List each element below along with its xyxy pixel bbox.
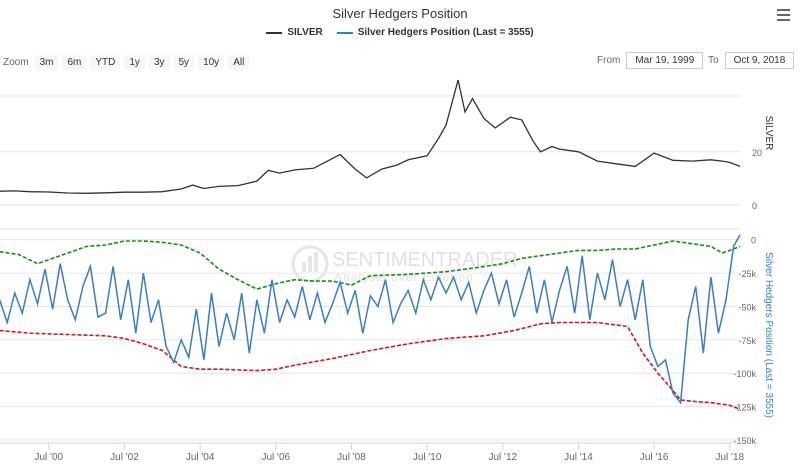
x-tick-label: Jul '02 — [110, 452, 139, 463]
x-tick-label: Jul '10 — [413, 452, 442, 463]
legend-label-hedgers: Silver Hedgers Position (Last = 3555) — [357, 27, 534, 38]
top-y-tick-label: 0 — [752, 201, 757, 211]
date-range-to: To Oct 9, 2018 — [708, 52, 795, 69]
series-line-lower-band[interactable] — [0, 321, 741, 411]
from-label: From — [597, 55, 621, 66]
x-tick-label: Jul '12 — [488, 452, 517, 463]
bottom-y-tick-label: 0 — [751, 236, 756, 246]
legend-item-silver[interactable]: SILVER — [266, 27, 323, 38]
x-tick-label: Jul '14 — [564, 452, 593, 463]
chart-title: Silver Hedgers Position — [332, 6, 468, 21]
bottom-y-tick-label: -125k — [733, 403, 756, 413]
zoom-button-3y[interactable]: 3y — [148, 54, 170, 70]
x-tick-label: Jul '08 — [337, 452, 366, 463]
to-date-input[interactable]: Oct 9, 2018 — [724, 52, 795, 69]
menu-hamburger-icon[interactable] — [777, 9, 790, 24]
zoom-button-5y[interactable]: 5y — [173, 54, 195, 70]
x-tick-label: Jul '00 — [35, 452, 64, 463]
series-line-hedgers[interactable] — [0, 234, 741, 405]
zoom-label: Zoom — [3, 56, 29, 68]
zoom-button-ytd[interactable]: YTD — [90, 54, 121, 70]
zoom-button-1y[interactable]: 1y — [124, 54, 145, 70]
series-line-silver[interactable] — [0, 79, 741, 194]
legend-item-hedgers[interactable]: Silver Hedgers Position (Last = 3555) — [336, 27, 534, 38]
date-range-from: From Mar 19, 1999 — [597, 52, 704, 69]
zoom-button-all[interactable]: All — [228, 54, 250, 70]
from-date-input[interactable]: Mar 19, 1999 — [626, 52, 704, 69]
watermark-subtitle: Analysis over Emotion — [334, 270, 474, 284]
series-line-upper-band[interactable] — [0, 240, 741, 290]
top-y-axis-label: SILVER — [763, 116, 774, 151]
legend: SILVER Silver Hedgers Position (Last = 3… — [0, 27, 800, 38]
x-tick-label: Jul '18 — [715, 452, 744, 463]
x-tick-label: Jul '06 — [262, 452, 291, 463]
to-label: To — [708, 55, 719, 66]
bottom-y-tick-label: -25k — [738, 269, 756, 279]
bottom-y-tick-label: -150k — [733, 436, 756, 446]
x-tick-label: Jul '04 — [186, 452, 215, 463]
legend-swatch-silver — [266, 31, 283, 34]
x-tick-label: Jul '16 — [640, 452, 669, 463]
bottom-y-axis-label: Silver Hedgers Position (Last = 3555) — [763, 252, 774, 418]
bottom-y-tick-label: -100k — [733, 369, 756, 379]
legend-swatch-hedgers — [336, 31, 353, 34]
zoom-button-10y[interactable]: 10y — [198, 54, 225, 70]
zoom-toolbar: Zoom 3m 6m YTD 1y 3y 5y 10y All — [0, 53, 253, 71]
bottom-y-tick-label: -50k — [738, 302, 756, 312]
watermark-title: SENTIMENTRADER — [332, 249, 518, 271]
bottom-y-tick-label: -75k — [738, 336, 756, 346]
zoom-button-6m[interactable]: 6m — [62, 54, 87, 70]
zoom-button-3m[interactable]: 3m — [34, 54, 59, 70]
watermark: SENTIMENTRADER Analysis over Emotion — [291, 245, 518, 284]
top-y-tick-label: 20 — [752, 148, 762, 158]
legend-label-silver: SILVER — [287, 27, 323, 38]
